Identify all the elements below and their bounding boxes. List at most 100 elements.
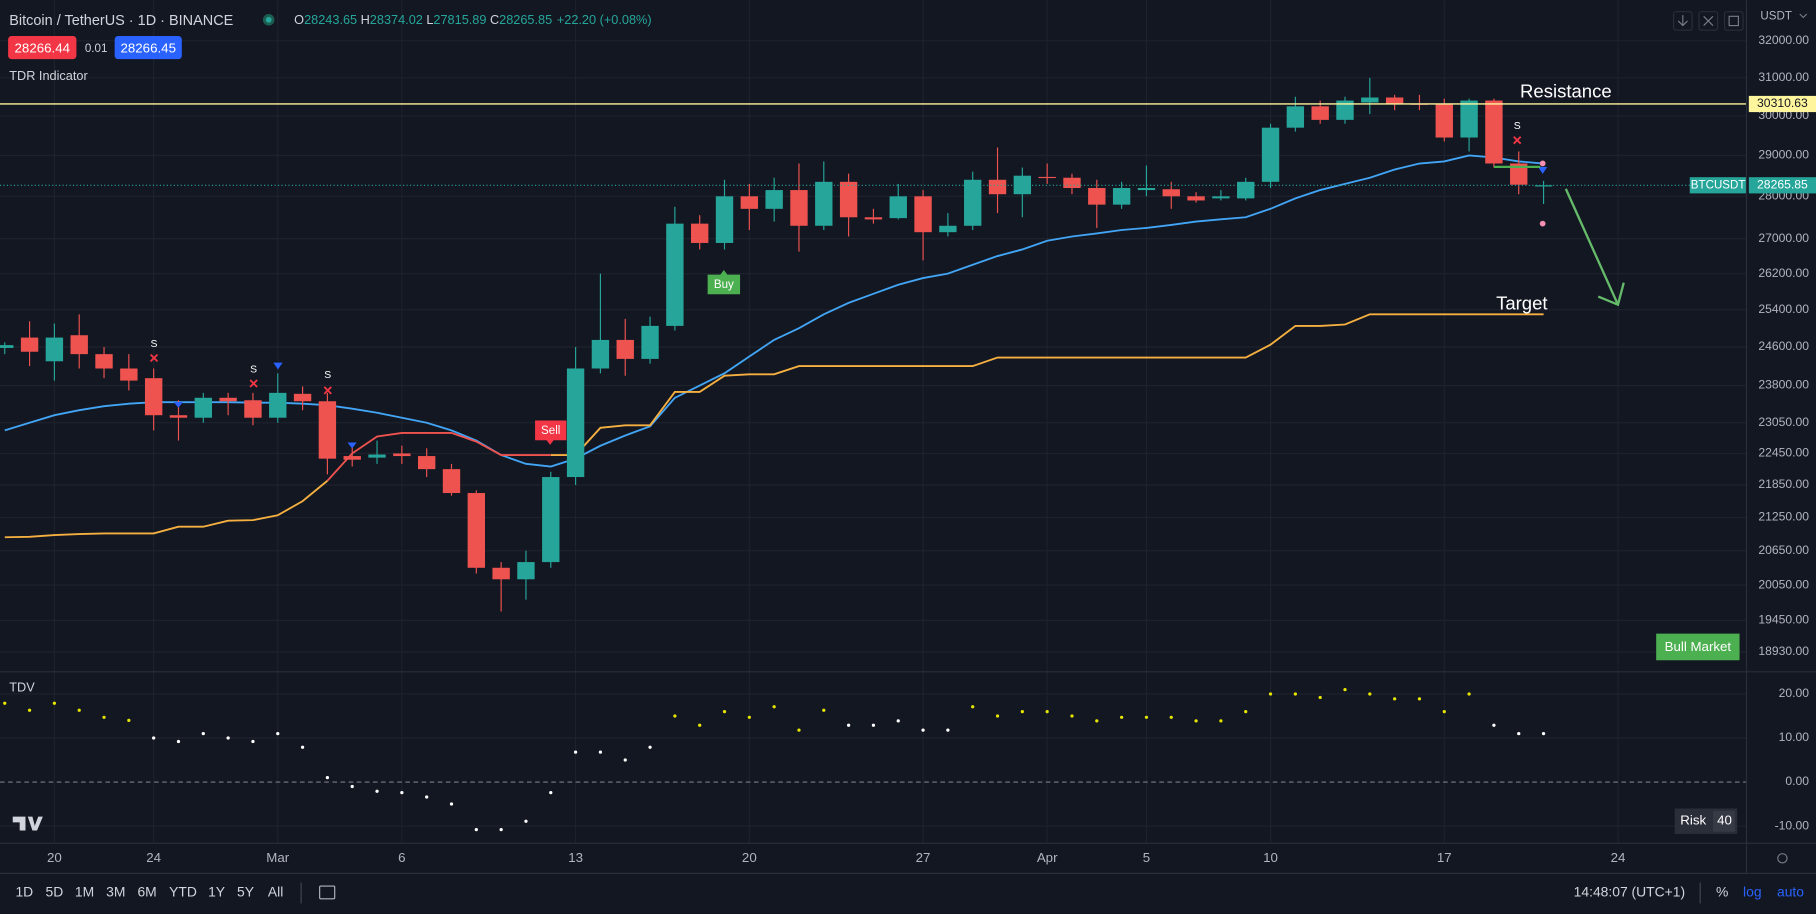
candle-body — [45, 337, 64, 362]
range-button[interactable]: YTD — [169, 884, 197, 900]
signal-label: S — [1514, 121, 1521, 132]
tdv-dot — [3, 701, 7, 705]
range-button[interactable]: 5Y — [237, 884, 254, 900]
signal-label: S — [324, 370, 331, 381]
x-tick-label: 24 — [1611, 850, 1626, 865]
x-tick-label: 24 — [146, 850, 161, 865]
candle-body — [591, 339, 610, 369]
y-tick-label: 26200.00 — [1758, 266, 1809, 280]
tdv-dot — [1343, 687, 1347, 692]
y-tick-label: 23800.00 — [1758, 378, 1809, 392]
candle-body — [269, 392, 287, 418]
candle-body — [1485, 100, 1503, 164]
dropdown-icon — [1799, 13, 1808, 19]
indicator-name[interactable]: TDR Indicator — [9, 68, 88, 83]
y-tick-label: 10.00 — [1779, 730, 1810, 744]
buy-price: 28266.45 — [121, 40, 176, 55]
badge-box — [1656, 633, 1740, 661]
buy-button[interactable] — [114, 36, 182, 60]
signal-label: S — [151, 339, 158, 350]
icon-close — [1703, 15, 1714, 26]
sell-flag — [535, 420, 567, 445]
icon-box[interactable] — [1672, 11, 1693, 31]
resistance-value: 30310.63 — [1757, 96, 1808, 110]
arrow — [1564, 188, 1620, 306]
tdv-dot — [300, 745, 305, 749]
symbol-label: BTCUSDT — [1691, 179, 1746, 191]
range-button[interactable]: 3M — [106, 884, 125, 900]
tdv-dot — [1144, 715, 1149, 719]
range-buttons: 1D 5D 1M 3M 6M YTD 1Y 5Y All — [15, 884, 283, 900]
tdv-dot — [1417, 697, 1422, 701]
auto-toggle[interactable]: auto — [1777, 884, 1804, 900]
tdv-dot — [1219, 719, 1223, 723]
tdv-dot — [350, 784, 354, 789]
date-range-icon[interactable] — [319, 885, 336, 900]
candle-body — [467, 493, 486, 568]
y-tick-label: 20.00 — [1779, 686, 1810, 700]
clock[interactable]: 14:48:07 (UTC+1) — [1574, 884, 1685, 900]
tdv-dot — [1244, 709, 1248, 714]
tdv-dot — [425, 795, 429, 799]
range-button[interactable]: 1D — [15, 884, 33, 900]
sell-button[interactable] — [8, 36, 77, 60]
tdv-dot — [449, 802, 454, 806]
candle-body — [368, 454, 386, 458]
axis-currency[interactable]: USDT — [1760, 10, 1792, 22]
y-tick-label: 21250.00 — [1758, 510, 1809, 524]
resistance-label: Resistance — [1520, 81, 1612, 102]
sell-label: Sell — [541, 425, 560, 437]
candle-body — [0, 345, 14, 348]
x-tick-label: 17 — [1437, 850, 1452, 865]
range-button[interactable]: 1M — [75, 884, 94, 900]
candle-body — [442, 469, 461, 494]
tdv-title[interactable]: TDV — [9, 679, 35, 694]
tdv-dot — [971, 705, 975, 709]
candle-body — [715, 196, 734, 243]
range-button[interactable]: 6M — [137, 884, 156, 900]
range-button[interactable]: All — [268, 884, 283, 900]
ohlc-key: L — [426, 12, 433, 27]
candle-body — [95, 354, 113, 369]
target-label: Target — [1496, 293, 1548, 314]
symbol-tag — [1689, 177, 1747, 194]
y-tick-label: 31000.00 — [1758, 70, 1809, 84]
tdv-dot — [499, 827, 503, 832]
logo[interactable] — [12, 816, 43, 831]
tdv-dot — [1318, 695, 1322, 700]
y-tick-label: 18930.00 — [1758, 644, 1809, 658]
candle-body — [839, 181, 858, 218]
settings-icon[interactable] — [1777, 853, 1788, 864]
tdv-dot — [226, 736, 230, 740]
y-tick-label: 0.00 — [1785, 774, 1809, 788]
risk-value: 40 — [1717, 813, 1732, 828]
tdv-dot — [772, 705, 776, 709]
icon-box[interactable] — [1698, 11, 1719, 31]
y-tick-label: 22450.00 — [1758, 446, 1809, 460]
log-toggle[interactable]: log — [1743, 884, 1762, 900]
candle-body — [765, 190, 783, 209]
candle-body — [1187, 196, 1205, 201]
symbol[interactable]: Bitcoin / TetherUS · 1D · BINANCE — [9, 13, 233, 29]
icon-box[interactable] — [1723, 11, 1744, 31]
tdv-dot — [77, 708, 81, 712]
candle-body — [1385, 97, 1404, 104]
tdv-dot — [549, 790, 553, 795]
percent-toggle[interactable]: % — [1716, 884, 1728, 900]
y-tick-label: 21850.00 — [1758, 477, 1809, 491]
candle-body — [641, 325, 659, 359]
candle-body — [343, 456, 361, 460]
candle-body — [1261, 127, 1280, 182]
tdv-dot — [52, 701, 57, 705]
tdv-dot — [921, 728, 925, 732]
ohlc-value: 28374.02 — [370, 12, 423, 27]
candle-body — [566, 368, 585, 478]
range-button[interactable]: 5D — [46, 884, 64, 900]
candle-body — [1088, 188, 1106, 205]
tdv-dot — [1368, 692, 1372, 696]
candle-body — [1038, 176, 1056, 179]
buy-label: Buy — [714, 279, 734, 291]
range-button[interactable]: 1Y — [208, 884, 225, 900]
